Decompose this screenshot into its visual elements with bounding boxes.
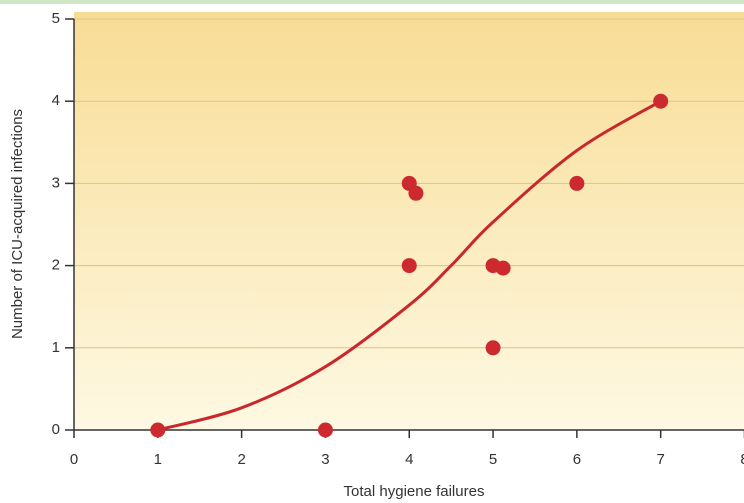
x-tick-label: 4 — [405, 451, 413, 468]
marks — [150, 93, 669, 438]
point — [485, 340, 501, 356]
y-tick-label: 4 — [52, 92, 60, 109]
x-tick-label: 3 — [321, 451, 329, 468]
y-tick-label: 5 — [52, 10, 60, 27]
plot-background — [74, 12, 744, 430]
x-axis-label: Total hygiene failures — [344, 483, 485, 500]
point — [653, 93, 669, 109]
x-tick-label: 0 — [70, 451, 78, 468]
x-tick-label: 6 — [573, 451, 581, 468]
y-tick-label: 3 — [52, 174, 60, 191]
x-tick-label: 7 — [657, 451, 665, 468]
point — [495, 260, 511, 276]
x-tick-label: 2 — [237, 451, 245, 468]
point — [317, 422, 333, 438]
x-tick-label: 1 — [154, 451, 162, 468]
trend-line — [157, 99, 662, 432]
top-bar — [0, 0, 744, 4]
point — [408, 185, 424, 201]
y-tick-label: 1 — [52, 339, 60, 356]
axes: 0 1 2 3 4 5 0 1 2 3 4 5 6 7 8 — [52, 10, 744, 468]
point — [569, 175, 585, 191]
point — [401, 258, 417, 274]
y-axis-label: Number of ICU-acquired infections — [9, 109, 26, 339]
y-tick-label: 2 — [52, 257, 60, 274]
x-tick-label: 5 — [489, 451, 497, 468]
point — [150, 422, 166, 438]
y-tick-label: 0 — [52, 421, 60, 438]
x-tick-label: 8 — [740, 451, 744, 468]
